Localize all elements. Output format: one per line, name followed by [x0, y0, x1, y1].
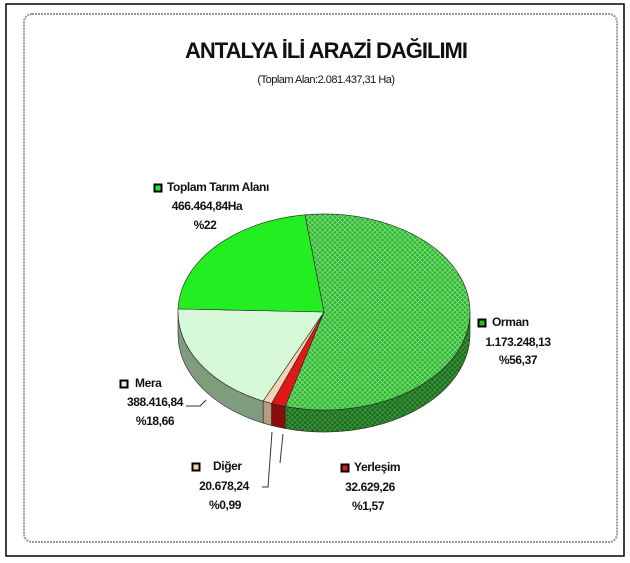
percent-label: %0,99 [209, 498, 242, 512]
value-label: 32.629,26 [345, 480, 396, 494]
chart-subtitle: (Toplam Alan:2.081.437,31 Ha) [257, 74, 394, 86]
pie-slice [284, 213, 471, 411]
legend-swatch [119, 379, 129, 389]
legend-swatch [191, 462, 201, 472]
leader-lines [186, 399, 284, 488]
legend-swatch [477, 318, 487, 328]
value-label: 388.416,84 [127, 395, 184, 409]
percent-label: %22 [194, 218, 218, 232]
labels: Orman 1.173.248,13 %56,37 Yerleşim 32.629,26… [119, 180, 552, 513]
value-label: 466.464,84Ha [172, 199, 243, 213]
value-label: 20.678,24 [199, 479, 250, 493]
value-label: 1.173.248,13 [485, 335, 551, 349]
slice-name: Orman [492, 315, 529, 329]
slice-name: Mera [135, 376, 162, 390]
chart-title: ANTALYA İLİ ARAZİ DAĞILIMI [185, 38, 467, 63]
pie-slice-side [271, 403, 286, 429]
percent-label: %18,66 [136, 414, 175, 428]
legend-swatch [153, 183, 163, 193]
pie-slice-side [262, 400, 272, 426]
pie [177, 213, 471, 433]
legend-swatch [340, 463, 350, 473]
slice-name: Diğer [213, 459, 242, 473]
slice-name: Toplam Tarım Alanı [167, 180, 269, 194]
percent-label: %1,57 [352, 499, 385, 513]
slice-name: Yerleşim [354, 460, 400, 474]
pie-slice [177, 214, 325, 313]
percent-label: %56,37 [499, 353, 538, 367]
pie-slice [177, 308, 325, 402]
